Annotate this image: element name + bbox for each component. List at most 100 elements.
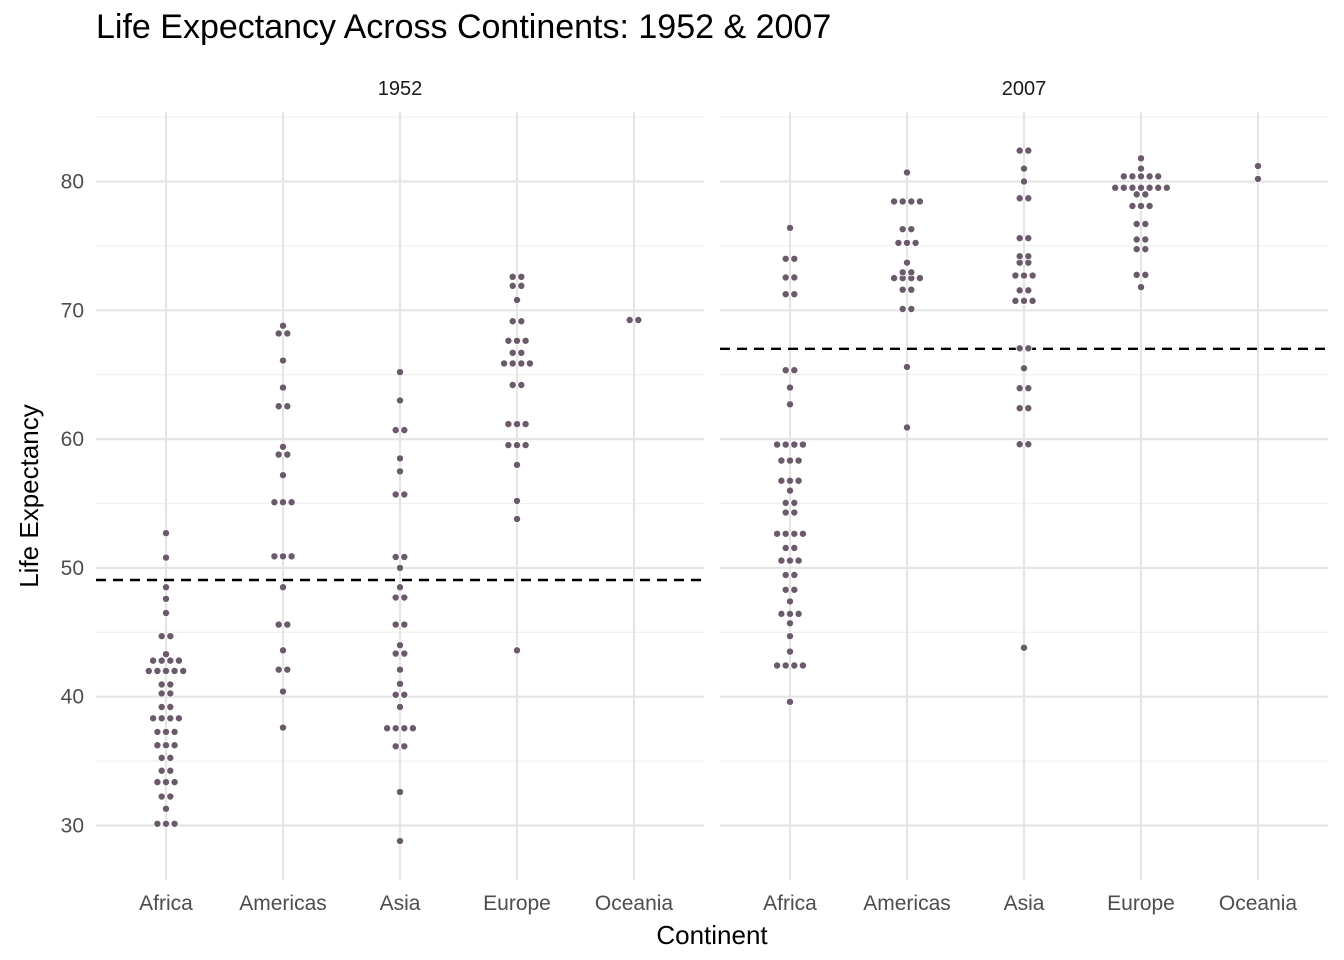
x-tick-label-asia: Asia — [380, 892, 421, 915]
data-point-africa — [153, 741, 162, 750]
data-point-africa — [149, 714, 158, 723]
data-point-europe — [517, 317, 526, 326]
data-point-asia — [1028, 271, 1037, 280]
panel-2007-points — [773, 146, 1263, 706]
data-point-europe — [517, 359, 526, 368]
data-point-africa — [781, 508, 790, 517]
data-point-africa — [157, 703, 166, 712]
data-point-africa — [794, 476, 803, 485]
data-point-asia — [400, 724, 409, 733]
data-point-americas — [907, 197, 916, 206]
data-point-africa — [786, 609, 795, 618]
x-tick-label-africa: Africa — [763, 892, 817, 915]
data-point-asia — [395, 396, 404, 405]
data-point-americas — [911, 238, 920, 247]
data-point-africa — [149, 656, 158, 665]
data-point-europe — [1137, 154, 1146, 163]
data-point-europe — [508, 317, 517, 326]
y-tick-label: 40 — [61, 686, 84, 709]
data-point-africa — [786, 476, 795, 485]
data-point-europe — [1154, 172, 1163, 181]
data-point-africa — [781, 290, 790, 299]
data-point-americas — [283, 665, 292, 674]
data-point-europe — [525, 359, 534, 368]
data-point-africa — [157, 632, 166, 641]
data-point-americas — [898, 225, 907, 234]
data-point-africa — [790, 543, 799, 552]
data-point-europe — [1145, 183, 1154, 192]
data-point-africa — [794, 456, 803, 465]
data-point-asia — [400, 552, 409, 561]
data-point-africa — [157, 656, 166, 665]
data-point-americas — [270, 498, 279, 507]
data-point-asia — [400, 742, 409, 751]
data-point-africa — [170, 741, 179, 750]
data-point-africa — [798, 440, 807, 449]
data-point-africa — [798, 529, 807, 538]
data-point-africa — [786, 556, 795, 565]
data-point-europe — [504, 336, 513, 345]
data-point-asia — [391, 593, 400, 602]
x-tick-label-oceania: Oceania — [1219, 892, 1298, 915]
data-point-africa — [161, 594, 170, 603]
data-point-africa — [170, 819, 179, 828]
panel-2007-grid — [720, 112, 1328, 880]
data-point-africa — [161, 778, 170, 787]
data-point-asia — [395, 467, 404, 476]
data-point-americas — [278, 498, 287, 507]
data-point-americas — [278, 356, 287, 365]
data-point-africa — [786, 383, 795, 392]
y-tick-label: 70 — [61, 299, 84, 322]
data-point-oceania — [634, 315, 643, 324]
data-point-europe — [508, 281, 517, 290]
data-point-americas — [274, 329, 283, 338]
data-point-asia — [400, 690, 409, 699]
data-point-africa — [174, 714, 183, 723]
data-point-africa — [777, 609, 786, 618]
data-point-africa — [166, 703, 175, 712]
data-point-asia — [1020, 271, 1029, 280]
data-point-asia — [391, 742, 400, 751]
data-point-africa — [781, 570, 790, 579]
data-point-europe — [513, 295, 522, 304]
data-point-asia — [395, 368, 404, 377]
data-point-europe — [1141, 235, 1150, 244]
data-point-africa — [781, 661, 790, 670]
data-point-asia — [1020, 643, 1029, 652]
data-point-oceania — [1254, 162, 1263, 171]
data-point-asia — [395, 563, 404, 572]
data-point-africa — [153, 666, 162, 675]
data-point-africa — [166, 766, 175, 775]
data-point-asia — [1024, 146, 1033, 155]
data-point-africa — [786, 400, 795, 409]
x-tick-label-africa: Africa — [139, 892, 193, 915]
data-point-africa — [161, 583, 170, 592]
data-point-africa — [781, 254, 790, 263]
data-point-europe — [1132, 245, 1141, 254]
data-point-europe — [1141, 190, 1150, 199]
data-point-asia — [391, 426, 400, 435]
data-point-africa — [161, 727, 170, 736]
data-point-americas — [903, 423, 912, 432]
data-point-europe — [1137, 201, 1146, 210]
data-point-americas — [907, 268, 916, 277]
data-point-europe — [517, 272, 526, 281]
data-point-europe — [513, 420, 522, 429]
data-point-americas — [278, 583, 287, 592]
data-point-europe — [1128, 183, 1137, 192]
data-point-asia — [400, 620, 409, 629]
data-point-asia — [400, 593, 409, 602]
data-point-europe — [513, 441, 522, 450]
data-point-asia — [1011, 296, 1020, 305]
data-point-asia — [1015, 234, 1024, 243]
data-point-africa — [781, 366, 790, 375]
data-point-asia — [1020, 164, 1029, 173]
data-point-asia — [1011, 271, 1020, 280]
y-axis-ticks: 30 40 50 60 70 80 — [61, 171, 84, 838]
data-point-africa — [794, 556, 803, 565]
y-tick-label: 50 — [61, 557, 84, 580]
data-point-asia — [1024, 404, 1033, 413]
data-point-europe — [1132, 235, 1141, 244]
data-point-europe — [521, 420, 530, 429]
data-point-africa — [790, 529, 799, 538]
